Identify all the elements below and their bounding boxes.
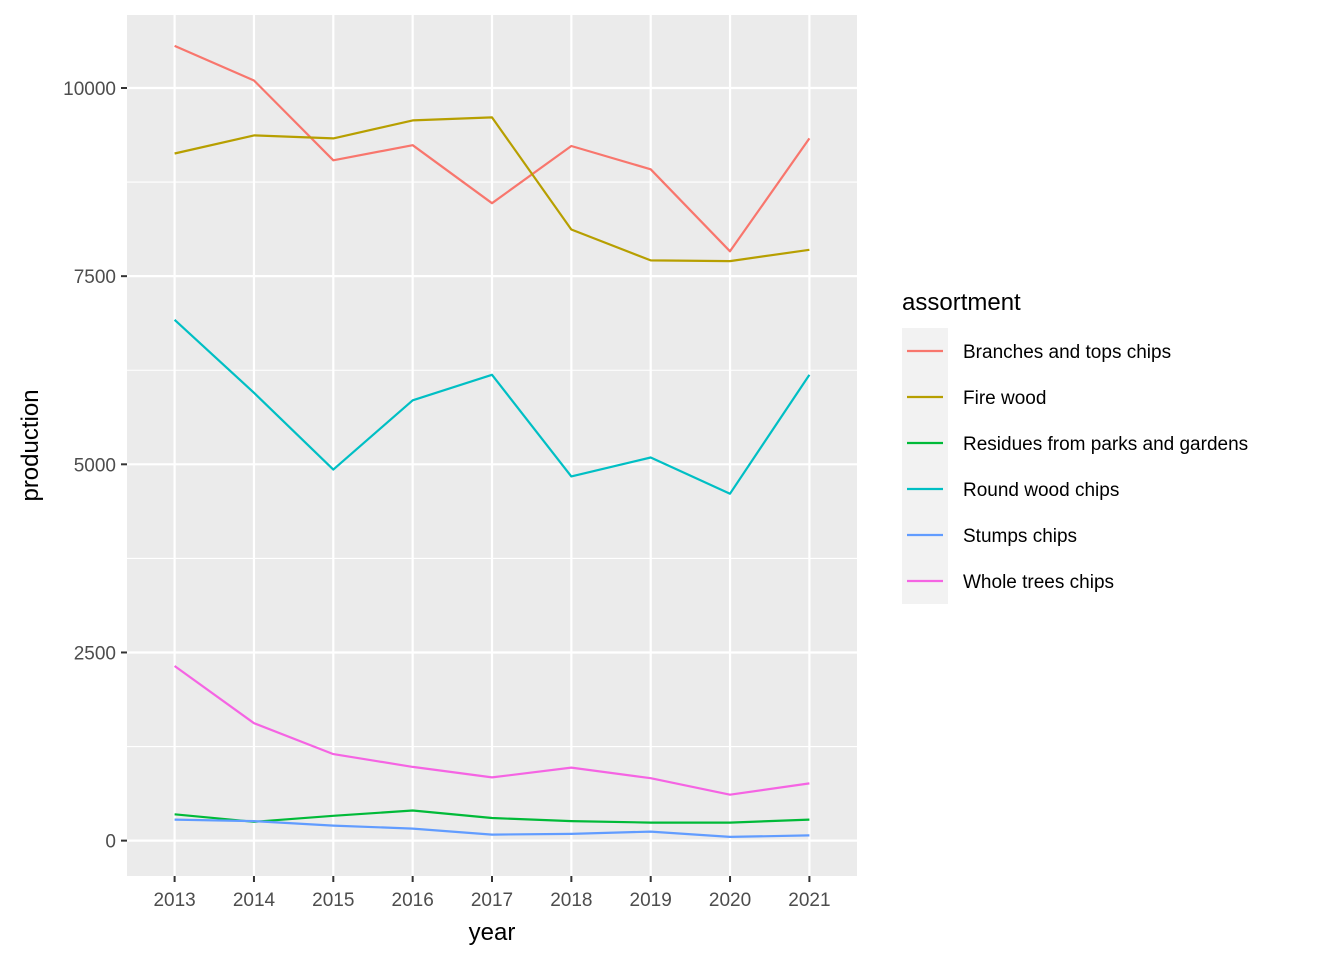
x-tick-label: 2014 — [233, 890, 276, 911]
series-lines — [173, 44, 811, 839]
y-tick-label: 7500 — [74, 267, 116, 288]
y-axis-title: production — [17, 389, 44, 501]
y-axis: 0 2500 5000 7500 10000 — [63, 79, 127, 853]
x-tick-label: 2015 — [312, 890, 354, 911]
series-line — [174, 818, 810, 839]
x-axis-title: year — [469, 919, 516, 946]
legend-label: Round wood chips — [963, 480, 1119, 501]
legend-label: Branches and tops chips — [963, 342, 1171, 363]
x-tick-label: 2017 — [471, 890, 513, 911]
major-gridlines — [127, 15, 857, 876]
legend-label: Residues from parks and gardens — [963, 434, 1248, 455]
series-line — [173, 665, 810, 796]
x-tick-label: 2018 — [550, 890, 592, 911]
legend-label: Fire wood — [963, 388, 1046, 409]
x-tick-label: 2021 — [788, 890, 830, 911]
x-tick-label: 2013 — [153, 890, 195, 911]
legend-title: assortment — [902, 289, 1021, 316]
x-tick-label: 2019 — [630, 890, 672, 911]
series-line — [174, 809, 810, 824]
legend: assortment Branches and tops chips Fire w… — [902, 289, 1248, 604]
legend-label: Whole trees chips — [963, 572, 1114, 593]
series-line — [174, 44, 811, 253]
y-tick-label: 5000 — [74, 455, 116, 476]
x-axis: 2013 2014 2015 2016 2017 2018 2019 2020 2021 — [153, 876, 831, 911]
legend-label: Stumps chips — [963, 526, 1077, 547]
y-tick-label: 2500 — [74, 643, 116, 664]
y-tick-label: 10000 — [63, 79, 116, 100]
x-tick-label: 2020 — [709, 890, 751, 911]
y-tick-label: 0 — [105, 832, 116, 853]
x-tick-label: 2016 — [392, 890, 434, 911]
legend-items: Branches and tops chips Fire wood Residues… — [907, 342, 1248, 593]
series-line — [174, 116, 810, 263]
legend-key-background — [902, 328, 948, 604]
series-line — [173, 318, 811, 495]
